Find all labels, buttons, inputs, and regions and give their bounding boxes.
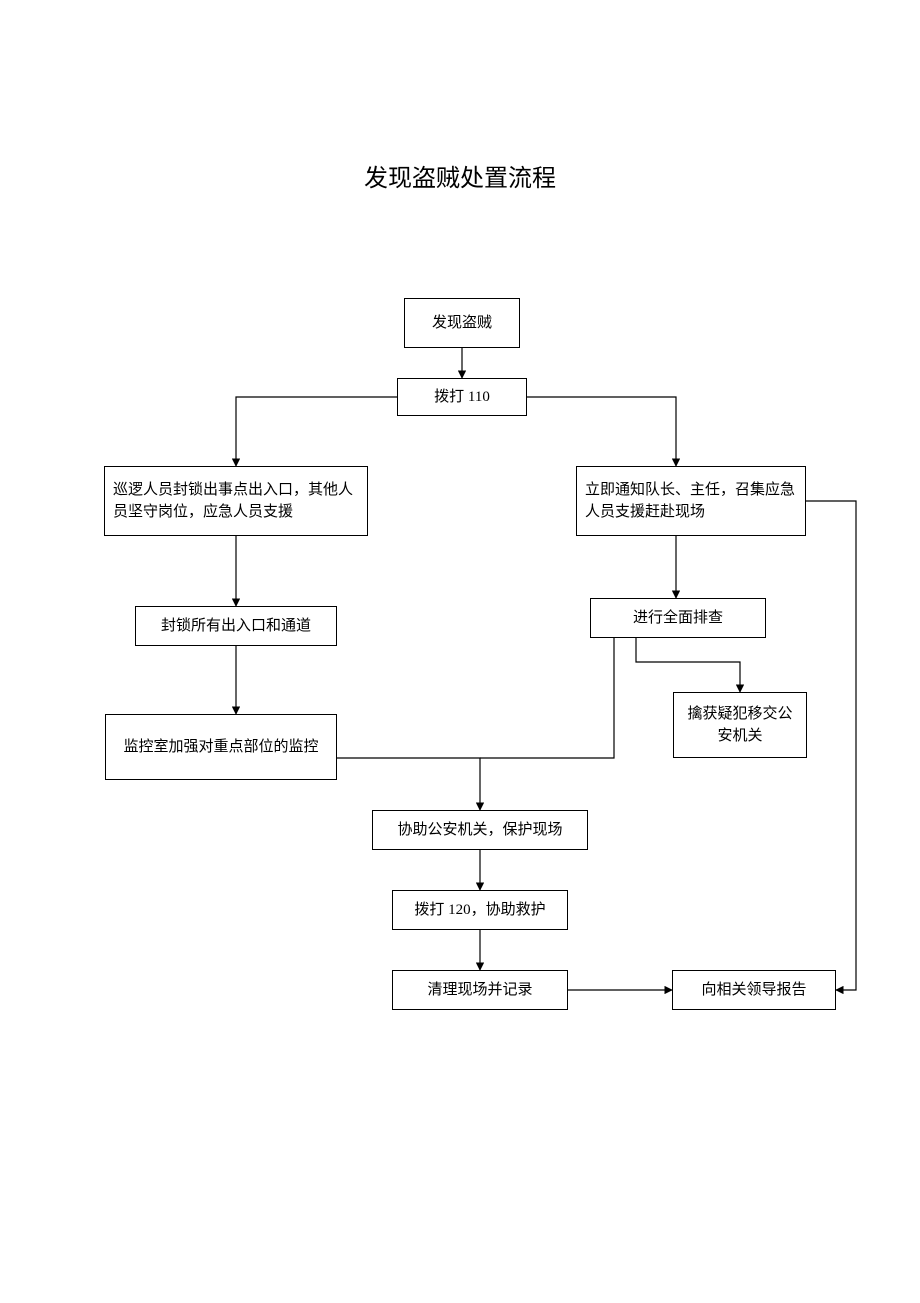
flow-node-label: 拨打 120，协助救护: [414, 899, 545, 922]
flow-node-n3: 巡逻人员封锁出事点出入口，其他人员坚守岗位，应急人员支援: [104, 466, 368, 536]
flow-node-label: 巡逻人员封锁出事点出入口，其他人员坚守岗位，应急人员支援: [113, 479, 359, 524]
flow-node-label: 擒获疑犯移交公安机关: [682, 703, 798, 748]
diagram-title: 发现盗贼处置流程: [0, 158, 920, 193]
flow-node-label: 进行全面排查: [633, 607, 723, 630]
flow-edge-6: [636, 638, 740, 692]
flow-node-n8: 擒获疑犯移交公安机关: [673, 692, 807, 758]
flow-edge-7: [337, 758, 480, 810]
flow-node-n9: 协助公安机关，保护现场: [372, 810, 588, 850]
flow-edge-8: [480, 638, 614, 758]
flow-node-label: 协助公安机关，保护现场: [397, 819, 562, 842]
flow-node-n2: 拨打 110: [397, 378, 527, 416]
flow-node-n12: 向相关领导报告: [672, 970, 836, 1010]
flow-node-label: 向相关领导报告: [701, 979, 806, 1002]
flow-node-n1: 发现盗贼: [404, 298, 520, 348]
flow-node-label: 清理现场并记录: [427, 979, 532, 1002]
flow-node-label: 发现盗贼: [432, 312, 492, 335]
flow-node-label: 拨打 110: [434, 386, 490, 409]
flow-node-n11: 清理现场并记录: [392, 970, 568, 1010]
flow-edge-2: [527, 397, 676, 466]
flow-node-n5: 封锁所有出入口和通道: [135, 606, 337, 646]
flow-edge-12: [806, 501, 856, 990]
flow-node-label: 封锁所有出入口和通道: [161, 615, 311, 638]
edges-layer: [0, 0, 920, 1303]
flow-node-n10: 拨打 120，协助救护: [392, 890, 568, 930]
flow-node-n4: 立即通知队长、主任，召集应急人员支援赶赴现场: [576, 466, 806, 536]
flow-node-n7: 监控室加强对重点部位的监控: [105, 714, 337, 780]
flow-edge-1: [236, 397, 397, 466]
flow-node-n6: 进行全面排查: [590, 598, 766, 638]
flow-node-label: 监控室加强对重点部位的监控: [123, 736, 318, 759]
flow-node-label: 立即通知队长、主任，召集应急人员支援赶赴现场: [585, 479, 797, 524]
